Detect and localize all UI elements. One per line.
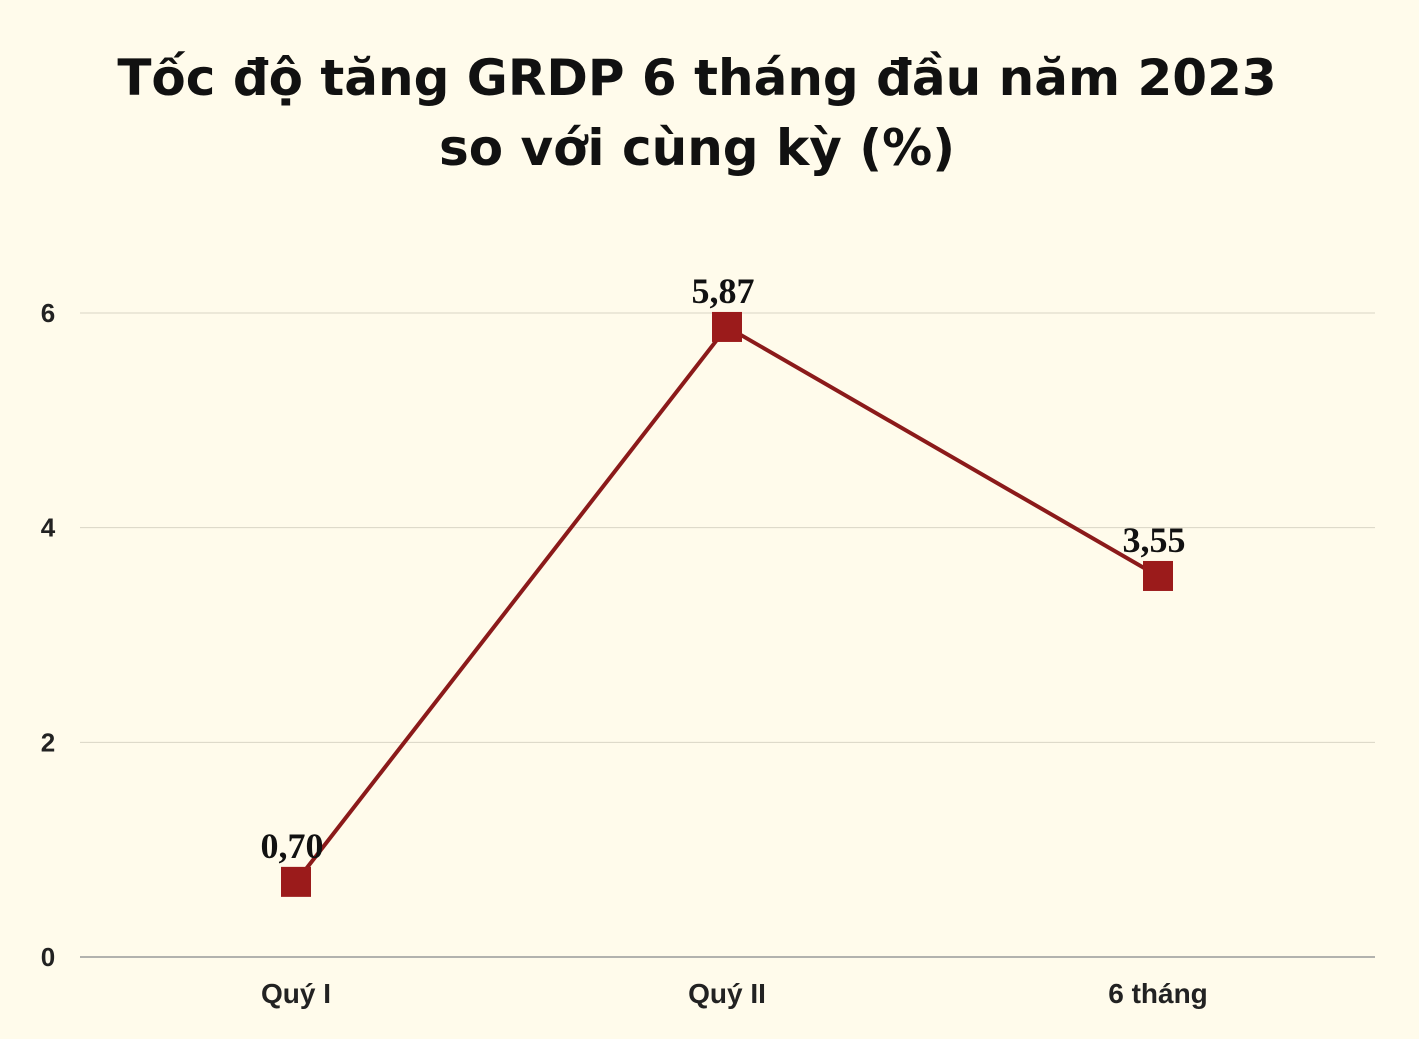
data-label: 3,55 bbox=[1123, 520, 1186, 560]
series-group bbox=[281, 311, 1173, 897]
y-tick-label: 4 bbox=[41, 513, 56, 543]
data-labels: 0,70 5,87 3,55 bbox=[261, 271, 1186, 866]
x-axis-ticks: Quý I Quý II 6 tháng bbox=[261, 978, 1208, 1009]
x-tick-label: Quý I bbox=[261, 978, 331, 1009]
data-point-marker bbox=[1143, 560, 1173, 591]
x-tick-label: Quý II bbox=[688, 978, 766, 1009]
series-line bbox=[294, 324, 1160, 884]
y-tick-label: 2 bbox=[41, 727, 55, 757]
gridlines bbox=[80, 312, 1375, 958]
data-point-marker bbox=[281, 866, 311, 897]
x-tick-label: 6 tháng bbox=[1108, 978, 1208, 1009]
y-tick-label: 0 bbox=[41, 942, 55, 972]
data-label: 5,87 bbox=[692, 271, 755, 311]
y-tick-label: 6 bbox=[41, 298, 55, 328]
chart-title-line-1: Tốc độ tăng GRDP 6 tháng đầu năm 2023 bbox=[117, 49, 1276, 107]
y-axis-ticks: 0 2 4 6 bbox=[41, 298, 56, 972]
data-point-marker bbox=[712, 311, 742, 342]
chart-title-line-2: so với cùng kỳ (%) bbox=[439, 119, 955, 177]
data-label: 0,70 bbox=[261, 826, 324, 866]
